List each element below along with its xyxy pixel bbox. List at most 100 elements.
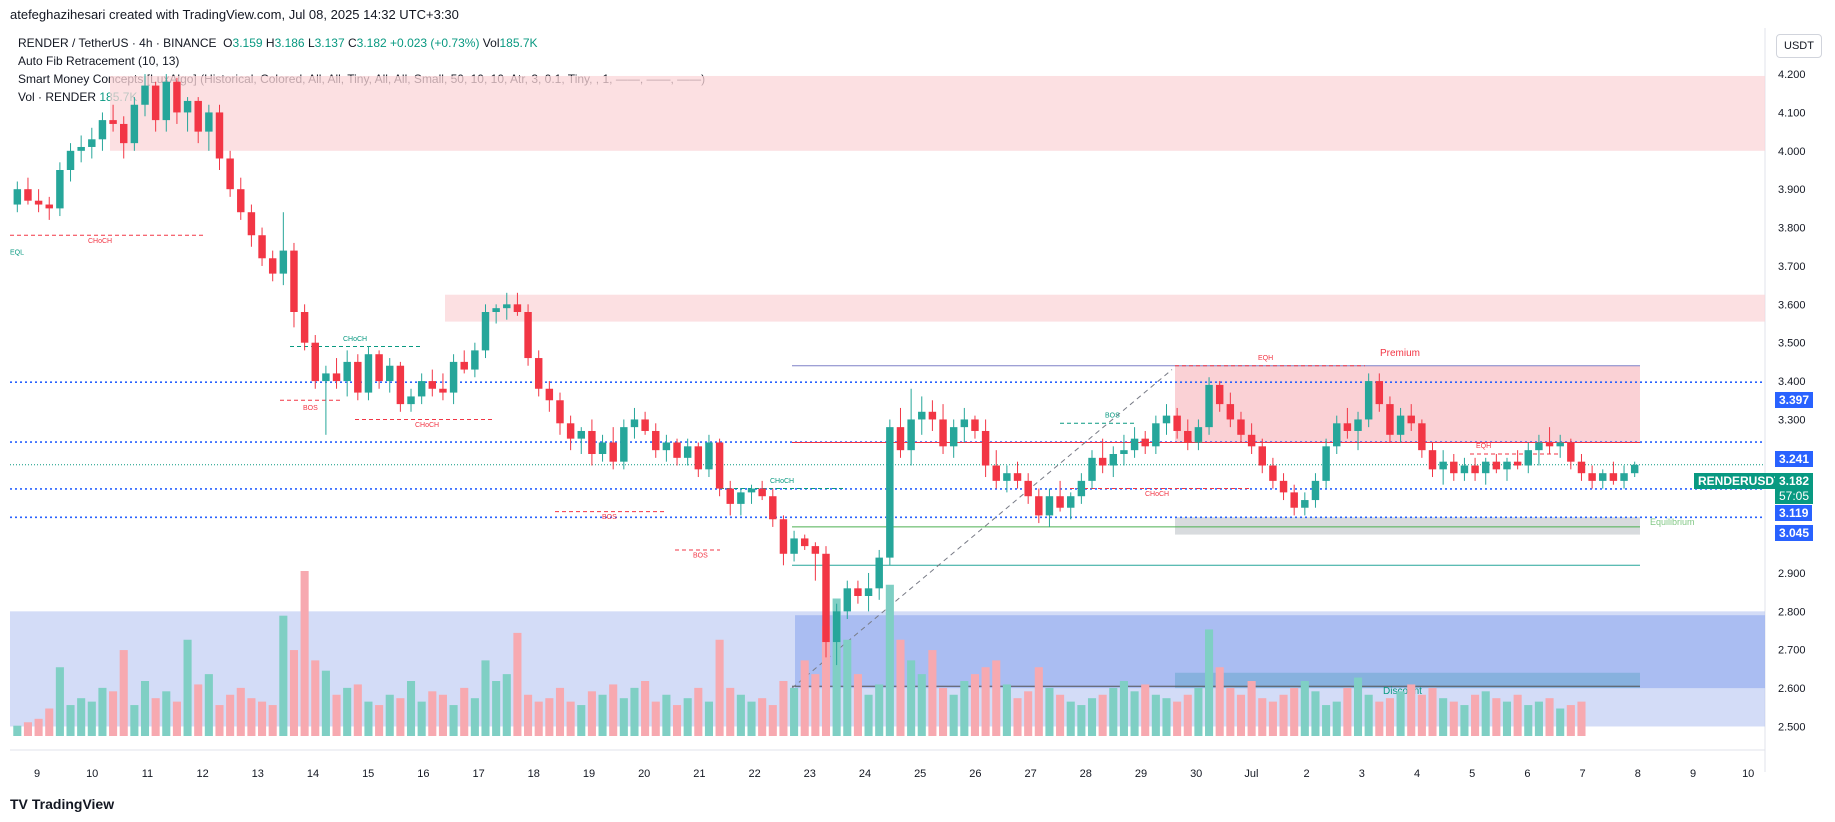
candle-body[interactable] [449, 361, 458, 393]
candle-body[interactable] [1269, 465, 1277, 481]
candle-body[interactable] [726, 488, 734, 504]
candle-body[interactable] [864, 588, 873, 596]
candle-body[interactable] [524, 312, 532, 359]
candle-body[interactable] [1130, 438, 1139, 451]
candle-body[interactable] [141, 85, 149, 105]
candle-body[interactable] [481, 312, 490, 351]
candle-body[interactable] [790, 538, 798, 554]
candle-body[interactable] [1439, 461, 1447, 470]
candle-body[interactable] [992, 465, 1000, 481]
candle-body[interactable] [641, 419, 649, 431]
candle-body[interactable] [1024, 480, 1032, 497]
candle-body[interactable] [1535, 442, 1543, 451]
candle-body[interactable] [822, 553, 830, 643]
candle-body[interactable] [1045, 496, 1054, 516]
candle-body[interactable] [843, 588, 852, 612]
candle-body[interactable] [1205, 384, 1213, 428]
candle-body[interactable] [758, 488, 766, 497]
indicator-fib[interactable]: Auto Fib Retracement (10, 13) [18, 54, 180, 68]
candle-body[interactable] [386, 365, 394, 382]
candle-body[interactable] [471, 350, 479, 370]
candle-body[interactable] [1343, 423, 1352, 431]
candle-body[interactable] [811, 546, 820, 554]
candle-body[interactable] [1077, 480, 1086, 497]
candle-body[interactable] [1630, 464, 1639, 474]
candle-body[interactable] [492, 308, 500, 312]
candle-body[interactable] [896, 427, 905, 451]
candle-body[interactable] [918, 411, 926, 420]
candle-body[interactable] [907, 419, 915, 451]
candle-body[interactable] [1120, 450, 1128, 454]
candle-body[interactable] [417, 381, 426, 397]
candle-body[interactable] [1588, 473, 1596, 481]
candle-body[interactable] [832, 611, 841, 643]
candle-body[interactable] [407, 396, 415, 405]
candle-body[interactable] [1620, 473, 1628, 481]
candle-body[interactable] [1386, 404, 1394, 435]
candle-body[interactable] [332, 373, 341, 382]
candle-body[interactable] [1418, 423, 1426, 451]
candle-body[interactable] [1599, 473, 1607, 481]
candle-body[interactable] [1428, 450, 1437, 470]
candle-body[interactable] [396, 365, 405, 405]
candle-body[interactable] [1194, 427, 1203, 443]
candle-body[interactable] [1109, 454, 1118, 466]
candle-body[interactable] [545, 388, 554, 401]
candle-body[interactable] [279, 250, 288, 274]
candle-body[interactable] [13, 189, 22, 205]
tradingview-footer[interactable]: TV TradingView [10, 796, 114, 812]
candle-body[interactable] [556, 400, 564, 424]
candle-body[interactable] [747, 488, 756, 493]
candle-body[interactable] [1088, 457, 1096, 481]
candle-body[interactable] [1098, 457, 1107, 466]
candle-body[interactable] [364, 354, 373, 393]
candle-body[interactable] [1301, 500, 1309, 508]
currency-button[interactable]: USDT [1776, 34, 1822, 58]
candle-body[interactable] [1152, 423, 1160, 447]
candle-body[interactable] [237, 189, 245, 213]
candle-body[interactable] [1450, 461, 1458, 474]
candle-body[interactable] [503, 304, 511, 309]
candle-body[interactable] [854, 588, 862, 596]
candle-body[interactable] [1460, 465, 1469, 474]
candle-body[interactable] [194, 100, 202, 132]
candle-body[interactable] [109, 120, 117, 124]
candle-body[interactable] [215, 112, 224, 159]
candle-body[interactable] [598, 442, 607, 454]
candle-body[interactable] [886, 427, 894, 558]
candle-body[interactable] [428, 381, 437, 389]
candle-body[interactable] [630, 419, 639, 428]
candle-body[interactable] [705, 442, 713, 470]
candle-body[interactable] [1354, 419, 1362, 431]
candle-body[interactable] [120, 123, 128, 144]
candle-body[interactable] [1333, 423, 1341, 447]
candle-body[interactable] [343, 361, 351, 382]
candle-body[interactable] [1003, 473, 1011, 481]
candle-body[interactable] [1545, 442, 1554, 447]
symbol-label[interactable]: RENDER / TetherUS · 4h · BINANCE [18, 36, 217, 50]
candle-body[interactable] [88, 139, 96, 147]
candle-body[interactable] [300, 312, 309, 343]
candle-body[interactable] [1396, 415, 1405, 435]
candle-body[interactable] [1311, 480, 1320, 501]
candle-body[interactable] [1364, 381, 1373, 420]
candle-body[interactable] [1013, 473, 1022, 481]
candle-body[interactable] [1279, 480, 1288, 493]
candle-body[interactable] [1226, 404, 1235, 420]
candle-body[interactable] [1513, 461, 1522, 466]
candle-body[interactable] [1471, 465, 1479, 474]
candle-body[interactable] [24, 189, 32, 201]
candle-body[interactable] [1290, 492, 1298, 508]
candle-body[interactable] [662, 442, 671, 451]
candle-body[interactable] [1524, 450, 1532, 466]
candle-body[interactable] [322, 373, 330, 382]
candle-body[interactable] [800, 538, 809, 547]
candle-body[interactable] [1556, 442, 1564, 447]
candle-body[interactable] [1056, 496, 1064, 508]
candle-body[interactable] [130, 104, 139, 144]
candle-body[interactable] [258, 235, 266, 259]
candle-body[interactable] [673, 442, 681, 458]
candle-body[interactable] [875, 557, 883, 589]
candle-body[interactable] [1503, 461, 1511, 470]
